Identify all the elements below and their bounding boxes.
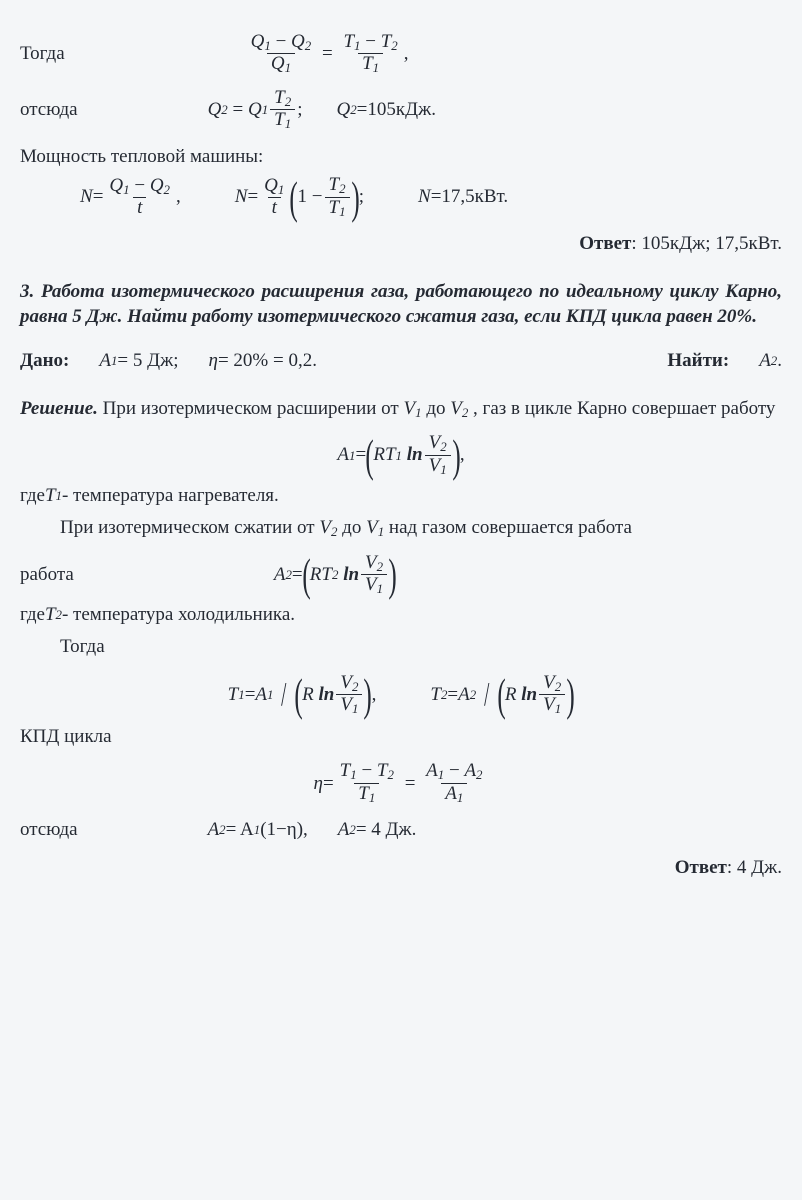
eq-q2-value: Q2=105кДж. — [336, 97, 435, 123]
eq-N-2: N = Q1 t ( 1 − T2 T1 ); — [235, 175, 364, 219]
kpd-label: КПД цикла — [20, 724, 782, 750]
word-hence: отсюда — [20, 97, 78, 123]
eq-T1: T1 = A1 / ( R ln V2 V1 ), — [228, 672, 377, 718]
eq-T2: T2 = A2 / ( R ln V2 V1 ) — [430, 672, 574, 718]
given-line: Дано: A1 = 5 Дж; η = 20% = 0,2. Найти: A… — [20, 348, 782, 374]
eq-T1T2: T1 = A1 / ( R ln V2 V1 ), T2 = A2 / ( R … — [20, 672, 782, 718]
then-line: Тогда — [20, 634, 782, 660]
eq-A2-final: A2 = A1(1−η), — [208, 817, 308, 843]
eq-A2-value: A2 = 4 Дж. — [338, 817, 417, 843]
where-T1: где T1 - температура нагревателя. — [20, 483, 782, 509]
where-T2: где T2 - температура холодильника. — [20, 602, 782, 628]
eq-eta: η = T1 − T2 T1 = A1 − A2 A1 — [20, 761, 782, 805]
line-then: Тогда Q1 − Q2 Q1 = T1 − T2 T1 , — [20, 32, 782, 76]
eq-N-value: N=17,5кВт. — [418, 184, 508, 210]
problem-3-text: 3. Работа изотермического расширения газ… — [20, 279, 782, 330]
eq-N-1: N = Q1 − Q2 t , — [80, 176, 181, 219]
power-heading: Мощность тепловой машины: — [20, 144, 782, 170]
eq-A2: работа A2 = ( RT2 ln V2 V1 ) — [20, 553, 782, 597]
power-equations: N = Q1 − Q2 t , N = Q1 t ( 1 − T2 T1 ); … — [20, 175, 782, 219]
answer-3: Ответ: 4 Дж. — [20, 855, 782, 881]
hence-A2: отсюда A2 = A1(1−η), A2 = 4 Дж. — [20, 817, 782, 843]
eq-A1: A1 = ( RT1 ln V2 V1 ) , — [20, 433, 782, 477]
word-then: Тогда — [20, 41, 65, 67]
solution-p2: При изотермическом сжатии от V2 до V1 на… — [20, 515, 782, 541]
word-rabota: работа — [20, 562, 74, 588]
answer-1: Ответ: 105кДж; 17,5кВт. — [20, 231, 782, 257]
solution-p1: Решение. При изотермическом расширении о… — [20, 396, 782, 422]
eq-q2-formula: Q2 = Q1 T2 T1 — [208, 88, 298, 132]
line-hence-q2: отсюда Q2 = Q1 T2 T1 ; Q2=105кДж. — [20, 88, 782, 132]
eq-q-ratio: Q1 − Q2 Q1 = T1 − T2 T1 , — [245, 32, 409, 76]
